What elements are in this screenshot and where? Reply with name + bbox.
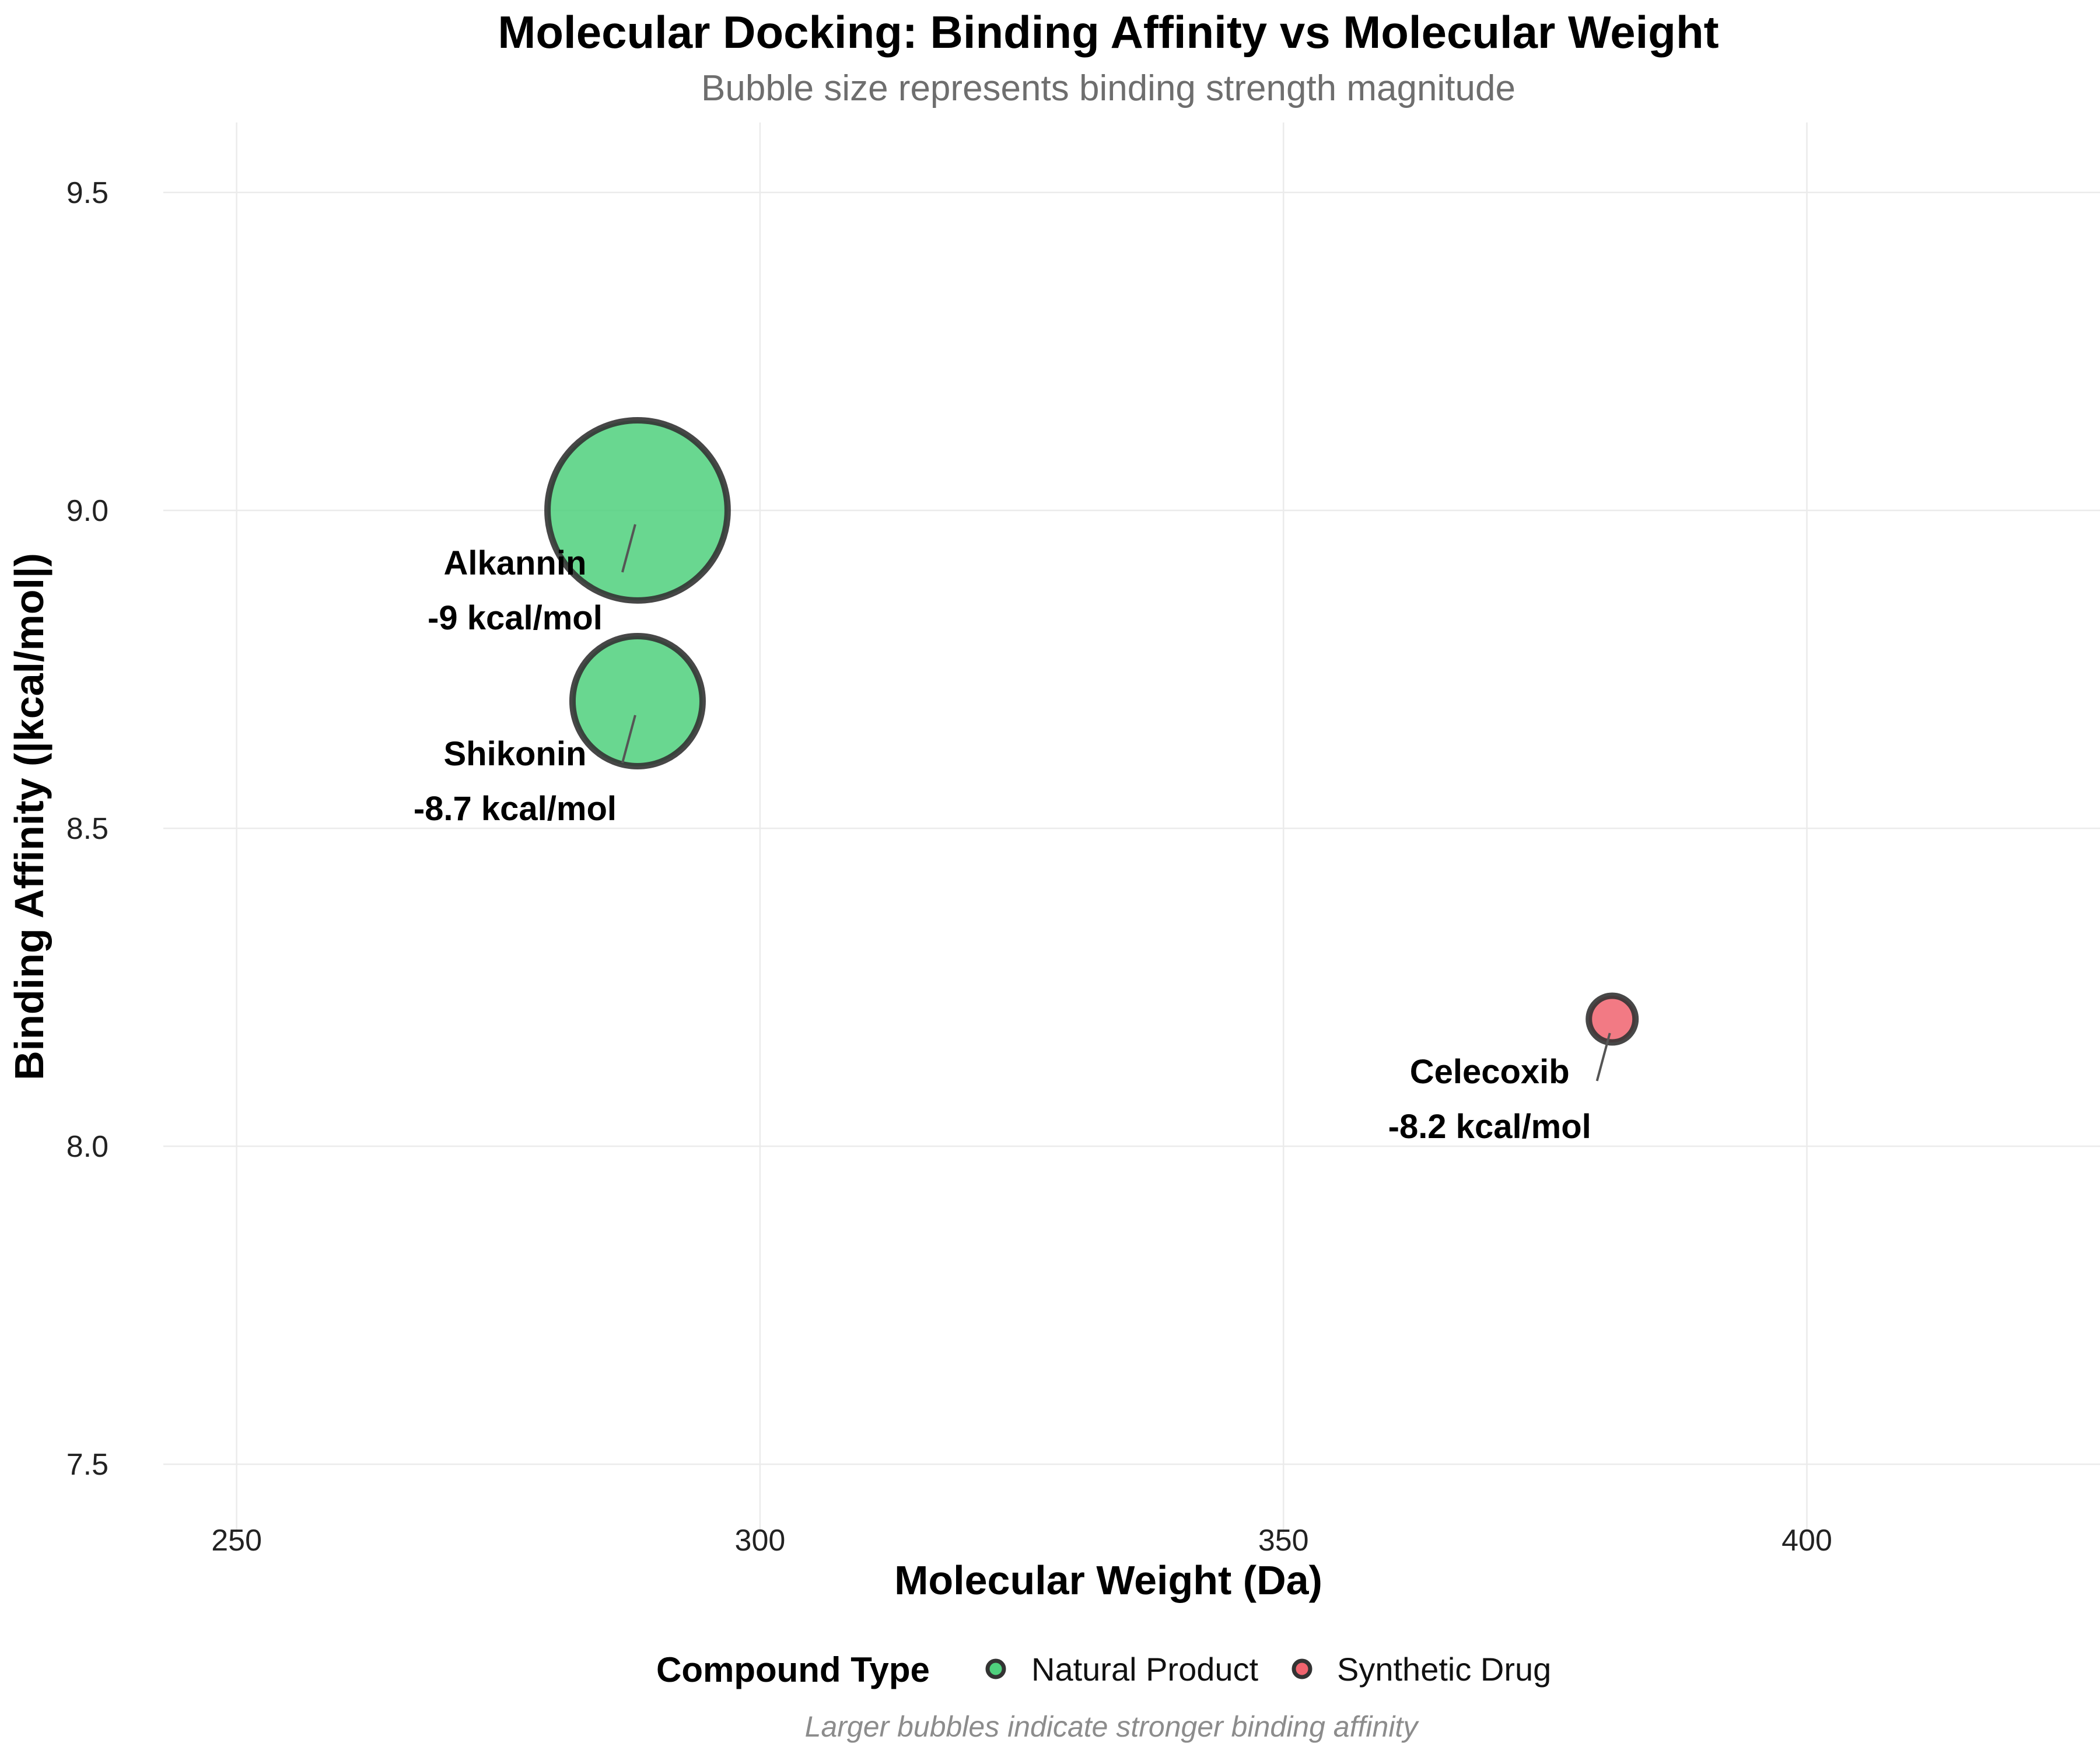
x-tick-label: 400 (1782, 1524, 1832, 1558)
legend: Compound Type Natural Product Synthetic … (656, 1650, 1551, 1689)
y-tick-label: 9.5 (66, 176, 108, 210)
point-name-shikonin: Shikonin (444, 735, 587, 773)
point-name-celecoxib: Celecoxib (1410, 1053, 1570, 1091)
legend-key-natural-product (985, 1658, 1006, 1679)
y-tick-label: 7.5 (66, 1448, 108, 1482)
label-leader-celecoxib (1595, 1032, 1611, 1082)
chart-title: Molecular Docking: Binding Affinity vs M… (498, 6, 1718, 58)
chart-caption: Larger bubbles indicate stronger binding… (805, 1710, 1420, 1743)
legend-label-natural-product: Natural Product (1031, 1651, 1259, 1688)
point-value-shikonin: -8.7 kcal/mol (414, 790, 617, 828)
x-tick-label: 250 (211, 1524, 262, 1558)
legend-title: Compound Type (656, 1650, 930, 1689)
y-tick-label: 8.0 (66, 1130, 108, 1164)
point-value-celecoxib: -8.2 kcal/mol (1388, 1108, 1591, 1146)
bubble-shikonin (569, 632, 706, 769)
point-name-alkannin: Alkannin (443, 544, 586, 582)
x-axis-title: Molecular Weight (Da) (894, 1558, 1322, 1603)
y-axis-ticks: 7.5 8.0 8.5 9.0 9.5 (66, 176, 108, 1482)
legend-label-synthetic-drug: Synthetic Drug (1337, 1651, 1551, 1688)
data-points (544, 417, 1639, 1046)
bubble-alkannin (544, 417, 731, 604)
point-value-alkannin: -9 kcal/mol (428, 599, 603, 637)
grid-lines (163, 123, 2100, 1534)
legend-key-synthetic-drug (1292, 1658, 1312, 1679)
y-tick-label: 8.5 (66, 812, 108, 846)
x-tick-label: 350 (1258, 1524, 1309, 1558)
chart-subtitle: Bubble size represents binding strength … (701, 68, 1516, 108)
label-leader-shikonin (621, 715, 636, 764)
y-axis-title: Binding Affinity (|kcal/mol|) (6, 553, 52, 1080)
bubble-celecoxib (1586, 992, 1639, 1046)
label-leader-alkannin (621, 524, 636, 573)
x-axis-ticks: 250 300 350 400 (211, 1524, 1832, 1558)
y-tick-label: 9.0 (66, 494, 108, 528)
x-tick-label: 300 (735, 1524, 786, 1558)
data-labels: Alkannin -9 kcal/mol Shikonin -8.7 kcal/mol… (414, 524, 1611, 1146)
